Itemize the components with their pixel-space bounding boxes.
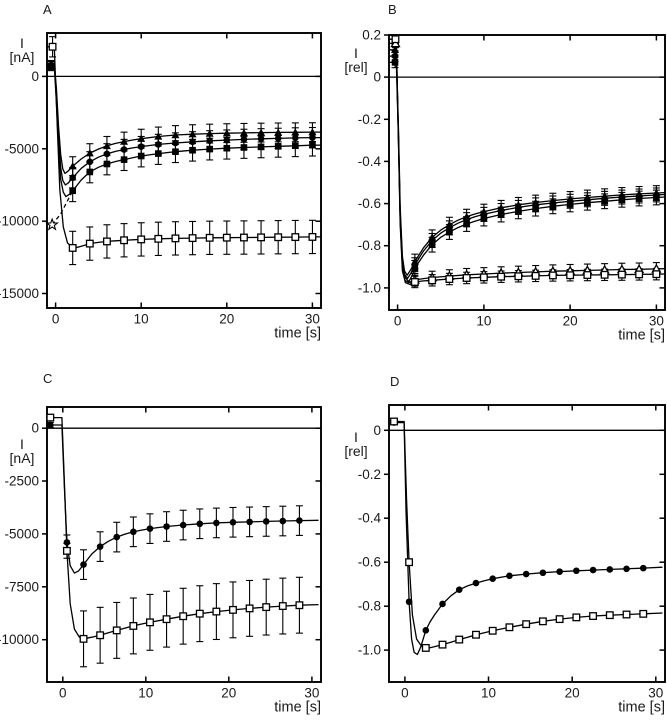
axes: 0 10 20 30 0 -0.2 -0.4 -0.6 -0.8 -1.0 time [s] <box>358 404 666 716</box>
markers-filled-triangle <box>47 60 317 170</box>
y-axis-label-line: [rel] <box>344 59 368 75</box>
markers-open-square <box>46 413 304 643</box>
markers-filled-triangle <box>391 45 661 265</box>
svg-text:-0.8: -0.8 <box>358 238 381 253</box>
svg-text:0: 0 <box>373 423 381 438</box>
svg-text:0: 0 <box>394 314 402 329</box>
y-axis-label-a: I [nA] <box>0 36 44 64</box>
svg-text:-0.6: -0.6 <box>358 555 381 570</box>
series-open-square <box>393 420 663 649</box>
svg-text:30: 30 <box>649 314 664 329</box>
panel-b-plot: 0 10 20 30 0.2 0 -0.2 -0.4 -0.6 -0.8 -1.0 time [s] <box>358 28 666 344</box>
y-axis-label-c: I [nA] <box>0 437 44 465</box>
axes: 0 10 20 30 0 -5000 -10000 -15000 time [s] <box>0 32 322 342</box>
y-axis-label-line: I <box>20 436 24 452</box>
markers-filled-circle <box>390 419 647 634</box>
svg-text:-1.0: -1.0 <box>358 643 381 658</box>
series-open-square <box>389 34 666 289</box>
axes: 0 10 20 30 0 -2500 -5000 -7500 -10000 time [s] <box>0 406 322 716</box>
markers-filled-circle <box>47 421 303 568</box>
x-axis-label: time [s] <box>274 700 321 716</box>
series-open-triangle <box>389 38 666 287</box>
panel-label-c: C <box>43 371 53 386</box>
markers-open-star <box>45 217 59 231</box>
svg-text:-0.4: -0.4 <box>358 154 382 169</box>
y-axis-label-b: I [rel] <box>334 46 378 74</box>
x-axis-label: time [s] <box>618 700 665 716</box>
y-axis-label-line: I <box>20 35 24 51</box>
markers-open-square <box>390 417 648 652</box>
svg-text:0: 0 <box>401 686 409 701</box>
svg-text:20: 20 <box>565 686 580 701</box>
markers-open-square <box>391 35 661 286</box>
y-axis-label-line: [nA] <box>9 49 35 65</box>
svg-text:10: 10 <box>138 686 153 701</box>
svg-text:-0.6: -0.6 <box>358 196 381 211</box>
panel-label-b: B <box>388 2 397 17</box>
svg-text:10: 10 <box>481 686 496 701</box>
svg-text:-2500: -2500 <box>4 474 39 489</box>
y-axis-label-line: [rel] <box>344 443 368 459</box>
svg-text:30: 30 <box>305 312 320 327</box>
svg-text:-0.4: -0.4 <box>358 511 382 526</box>
y-axis-label-line: [nA] <box>9 450 35 466</box>
svg-text:-0.2: -0.2 <box>358 467 381 482</box>
svg-text:-10000: -10000 <box>0 214 39 229</box>
svg-text:-5000: -5000 <box>4 526 39 541</box>
markers-filled-circle <box>47 62 316 182</box>
panel-a-plot: 0 10 20 30 0 -5000 -10000 -15000 time [s] <box>0 32 322 342</box>
y-axis-label-d: I [rel] <box>334 430 378 458</box>
svg-text:0: 0 <box>52 312 60 327</box>
svg-text:-7500: -7500 <box>4 579 39 594</box>
svg-text:10: 10 <box>476 314 491 329</box>
x-axis-label: time [s] <box>274 326 321 342</box>
markers-filled-square <box>391 59 660 272</box>
svg-text:20: 20 <box>563 314 578 329</box>
svg-text:-0.8: -0.8 <box>358 599 381 614</box>
series-filled-triangle <box>47 59 321 177</box>
svg-text:0: 0 <box>373 70 381 85</box>
svg-text:10: 10 <box>134 312 149 327</box>
svg-text:-5000: -5000 <box>4 141 39 156</box>
series-filled-circle <box>46 421 319 580</box>
svg-text:30: 30 <box>648 686 663 701</box>
svg-text:0.2: 0.2 <box>362 28 381 43</box>
panel-label-a: A <box>43 2 52 17</box>
y-axis-label-line: I <box>354 45 358 61</box>
svg-text:30: 30 <box>304 686 319 701</box>
panel-c-plot: 0 10 20 30 0 -2500 -5000 -7500 -10000 time [s] <box>0 406 322 716</box>
axes: 0 10 20 30 0.2 0 -0.2 -0.4 -0.6 -0.8 -1.0 time [s] <box>358 28 666 344</box>
svg-text:-15000: -15000 <box>0 286 39 301</box>
x-axis-label: time [s] <box>618 328 665 344</box>
svg-text:0: 0 <box>31 69 39 84</box>
y-axis-label-line: I <box>354 429 358 445</box>
series-filled-circle <box>393 421 663 656</box>
svg-text:20: 20 <box>219 312 234 327</box>
svg-text:20: 20 <box>221 686 236 701</box>
panel-label-d: D <box>390 374 400 389</box>
svg-text:-10000: -10000 <box>0 632 39 647</box>
markers-open-square <box>48 42 317 252</box>
svg-text:-0.2: -0.2 <box>358 112 381 127</box>
panel-d-plot: 0 10 20 30 0 -0.2 -0.4 -0.6 -0.8 -1.0 time [s] <box>358 404 666 716</box>
series-open-square <box>46 414 319 668</box>
markers-filled-square <box>47 62 316 195</box>
svg-text:0: 0 <box>31 421 39 436</box>
svg-text:-1.0: -1.0 <box>358 280 381 295</box>
svg-text:0: 0 <box>59 686 67 701</box>
